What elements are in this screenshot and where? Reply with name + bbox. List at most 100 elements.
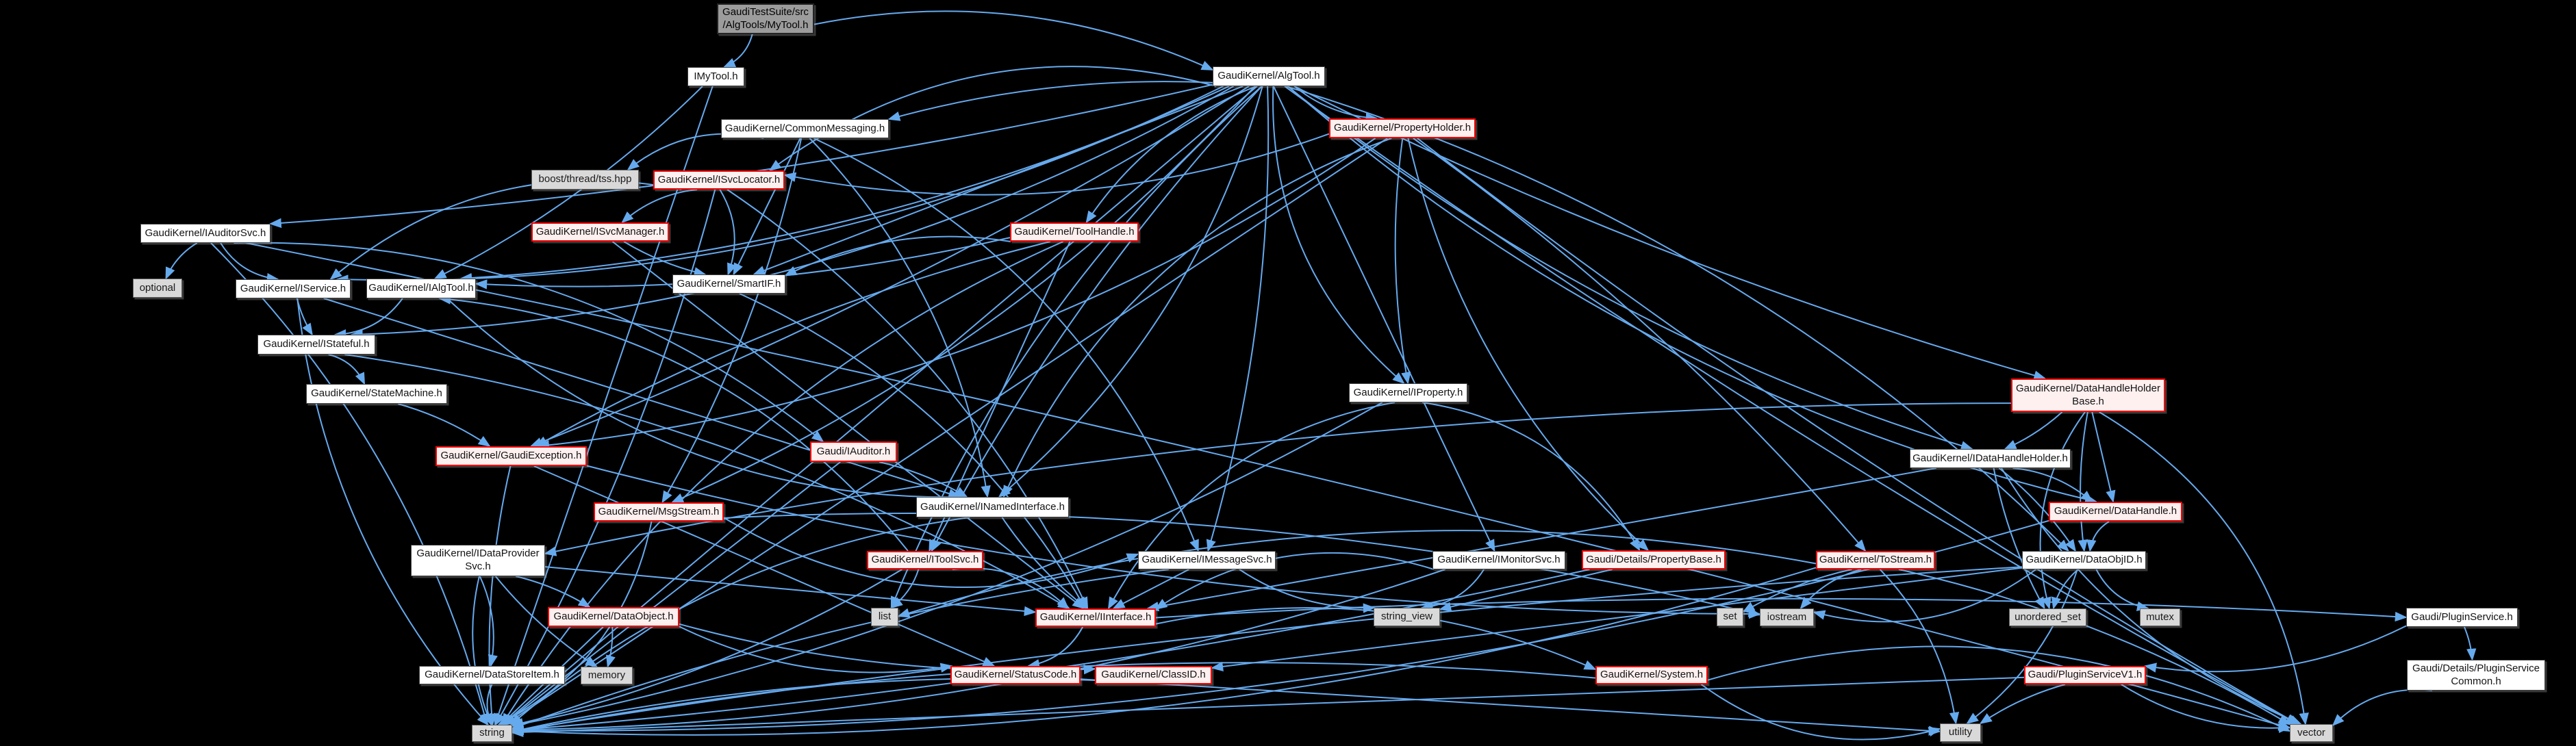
graph-node-propertybase[interactable]: Gaudi/Details/PropertyBase.h [1582, 550, 1726, 569]
graph-node-propertyholder[interactable]: GaudiKernel/PropertyHolder.h [1329, 118, 1476, 138]
graph-node-iinterface[interactable]: GaudiKernel/IInterface.h [1035, 608, 1156, 627]
graph-node-memory[interactable]: memory [581, 667, 633, 684]
graph-node-msgstream[interactable]: GaudiKernel/MsgStream.h [594, 502, 724, 522]
edge-msgstream-to-imessagesvc [723, 517, 1139, 588]
edge-idataprovidersvc-to-memory [494, 576, 598, 667]
edge-toolhandle-to-gaudiexception [535, 241, 1051, 447]
graph-node-vector[interactable]: vector [2290, 724, 2333, 742]
graph-node-iauditorsvc[interactable]: GaudiKernel/IAuditorSvc.h [140, 224, 270, 243]
edge-iservice-to-inamedinterface [323, 298, 961, 499]
graph-node-statemachine[interactable]: GaudiKernel/StateMachine.h [306, 384, 447, 404]
graph-node-classid[interactable]: GaudiKernel/ClassID.h [1095, 666, 1212, 684]
edge-imonitorsvc-to-string_view [1420, 569, 1485, 612]
edge-pluginservice-to-pluginservicecommon [2463, 626, 2477, 661]
edge-iinterface-to-statuscode [1027, 626, 1084, 669]
edge-dataobjid-to-utility [1966, 569, 2078, 725]
edge-itoolsvc-to-ialgtool [438, 294, 909, 552]
edge-isvclocator-to-isvcmanager [621, 189, 698, 224]
edge-idatahandleholder-to-dataobjid [1998, 467, 2076, 552]
edge-algtool-to-idatahandleholder [1287, 86, 1973, 451]
edge-inamedinterface-to-string [509, 517, 970, 726]
graph-node-iostream[interactable]: iostream [1760, 608, 1814, 626]
graph-node-idatahandleholder[interactable]: GaudiKernel/IDataHandleHolder.h [1910, 449, 2071, 468]
edge-idataprovidersvc-to-iinterface [544, 566, 1037, 617]
graph-node-smartif[interactable]: GaudiKernel/SmartIF.h [672, 274, 785, 294]
graph-node-iservice[interactable]: GaudiKernel/IService.h [236, 279, 351, 298]
edge-algtool-to-smartif [753, 86, 1243, 275]
graph-node-string[interactable]: string [472, 725, 512, 742]
graph-node-tostream[interactable]: GaudiKernel/ToStream.h [1816, 551, 1935, 569]
graph-node-imonitorsvc[interactable]: GaudiKernel/IMonitorSvc.h [1432, 551, 1565, 569]
graph-node-gaudiexception[interactable]: GaudiKernel/GaudiException.h [435, 446, 587, 466]
graph-node-imessagesvc[interactable]: GaudiKernel/IMessageSvc.h [1138, 551, 1276, 569]
graph-node-ialgtool[interactable]: GaudiKernel/IAlgTool.h [366, 279, 476, 298]
edge-iauditorsvc-to-iauditor [233, 242, 824, 443]
graph-node-iproperty[interactable]: GaudiKernel/IProperty.h [1349, 383, 1467, 402]
graph-node-pluginservice[interactable]: Gaudi/PluginService.h [2406, 608, 2518, 627]
graph-node-statuscode[interactable]: GaudiKernel/StatusCode.h [950, 666, 1081, 684]
graph-node-tsshpp[interactable]: boost/thread/tss.hpp [531, 170, 639, 190]
graph-node-commonmessaging[interactable]: GaudiKernel/CommonMessaging.h [721, 119, 889, 138]
edge-datahandleholderbase-to-idataprovidersvc [544, 402, 2012, 556]
graph-node-utility[interactable]: utility [1940, 723, 1981, 742]
graph-node-isvclocator[interactable]: GaudiKernel/ISvcLocator.h [653, 170, 785, 190]
edge-pluginservice-to-pluginservicev1 [2144, 625, 2407, 673]
graph-node-list[interactable]: list [871, 608, 898, 626]
graph-node-pluginservicev1[interactable]: Gaudi/PluginServiceV1.h [2024, 666, 2146, 684]
edge-toolhandle-to-string [501, 241, 1064, 726]
edge-imessagesvc-to-string [511, 569, 1169, 730]
graph-node-root[interactable]: GaudiTestSuite/src /AlgTools/MyTool.h [717, 3, 814, 34]
graph-node-string_view[interactable]: string_view [1374, 608, 1440, 626]
edge-commonmessaging-to-inamedinterface [809, 138, 991, 498]
graph-node-isvcmanager[interactable]: GaudiKernel/ISvcManager.h [531, 222, 669, 242]
edge-gaudiexception-to-statuscode [533, 465, 996, 667]
graph-node-dataobject[interactable]: GaudiKernel/DataObject.h [548, 607, 679, 627]
graph-node-toolhandle[interactable]: GaudiKernel/ToolHandle.h [1010, 222, 1139, 242]
graph-node-optional[interactable]: optional [133, 279, 182, 298]
edge-algtool-to-vector [1284, 86, 2299, 725]
edge-iauditorsvc-to-vector [245, 242, 2291, 730]
edge-propertyholder-to-iproperty [1394, 138, 1411, 385]
edge-commonmessaging-to-smartif [733, 138, 801, 276]
edge-iauditor-to-string [502, 461, 841, 726]
edge-toolhandle-to-smartif [784, 235, 1011, 276]
edge-isvclocator-to-smartif [719, 189, 737, 276]
graph-node-iauditor[interactable]: Gaudi/IAuditor.h [810, 441, 897, 462]
edge-tostream-to-utility [1879, 569, 1960, 725]
edge-istateful-to-statemachine [328, 354, 366, 385]
edge-msgstream-to-string [497, 521, 653, 725]
edge-dataobjid-to-unordered_set [2051, 569, 2079, 610]
edge-algtool-to-msgstream [670, 86, 1256, 503]
edge-isvclocator-to-iinterface [727, 189, 1089, 610]
edge-gaudiexception-to-iostream [586, 465, 1761, 619]
graph-node-system[interactable]: GaudiKernel/System.h [1595, 666, 1708, 684]
graph-node-set[interactable]: set [1717, 608, 1743, 626]
graph-node-istateful[interactable]: GaudiKernel/IStateful.h [257, 335, 375, 355]
graph-node-inamedinterface[interactable]: GaudiKernel/INamedInterface.h [916, 497, 1069, 517]
graph-node-imytool[interactable]: IMyTool.h [687, 67, 744, 86]
graph-node-datastoreitem[interactable]: GaudiKernel/DataStoreItem.h [419, 666, 565, 684]
edge-msgstream-to-iostream [723, 513, 1761, 617]
graph-node-unordered_set[interactable]: unordered_set [2009, 608, 2086, 626]
graph-node-datahandle[interactable]: GaudiKernel/DataHandle.h [2049, 502, 2182, 522]
edge-idataprovidersvc-to-string [472, 576, 492, 726]
edge-ialgtool-to-inamedinterface [446, 298, 968, 502]
graph-node-mutex[interactable]: mutex [2140, 608, 2180, 626]
graph-node-datahandleholderbase[interactable]: GaudiKernel/DataHandleHolder Base.h [2011, 378, 2165, 412]
edge-datahandle-to-dataobjid [2086, 521, 2110, 552]
edge-propertyholder-to-gaudiexception [537, 138, 1376, 450]
edge-dataobjid-to-iostream [1813, 569, 2036, 623]
graph-node-dataobjid[interactable]: GaudiKernel/DataObjID.h [2022, 551, 2146, 569]
edge-iauditorsvc-to-string [210, 242, 490, 726]
edge-idatahandleholder-to-iinterface [1146, 467, 1936, 612]
edge-algtool-to-commonmessaging [887, 81, 1213, 121]
edge-algtool-to-inamedinterface [998, 86, 1263, 498]
edge-ialgtool-to-istateful [333, 298, 403, 339]
graph-node-itoolsvc[interactable]: GaudiKernel/IToolSvc.h [867, 551, 983, 569]
edge-propertyholder-to-inamedinterface [1002, 138, 1392, 498]
graph-node-algtool[interactable]: GaudiKernel/AlgTool.h [1213, 66, 1325, 86]
graph-node-idataprovidersvc[interactable]: GaudiKernel/IDataProvider Svc.h [411, 545, 545, 576]
graph-node-pluginservicecommon[interactable]: Gaudi/Details/PluginService Common.h [2407, 660, 2545, 691]
edge-iproperty-to-string [511, 402, 1383, 729]
